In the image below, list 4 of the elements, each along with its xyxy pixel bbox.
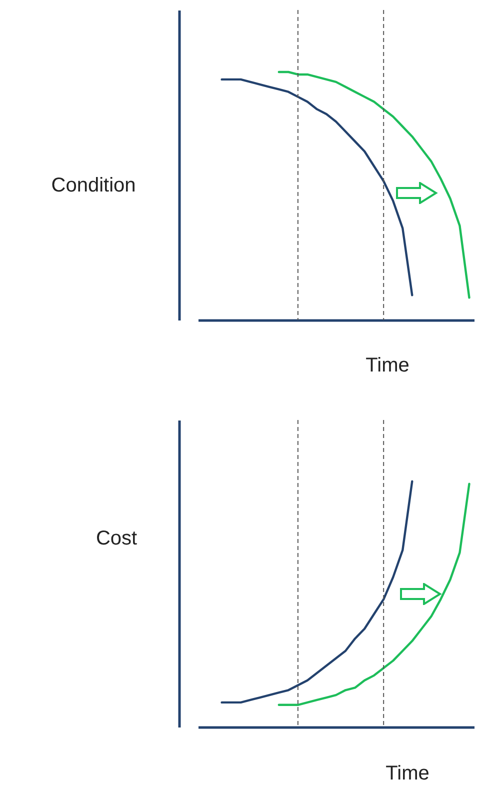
y-axis-title: Condition bbox=[51, 174, 136, 196]
x-axis-title: Time bbox=[366, 354, 410, 376]
y-axis-title: Cost bbox=[96, 528, 138, 550]
x-axis-title: Time bbox=[386, 762, 430, 784]
